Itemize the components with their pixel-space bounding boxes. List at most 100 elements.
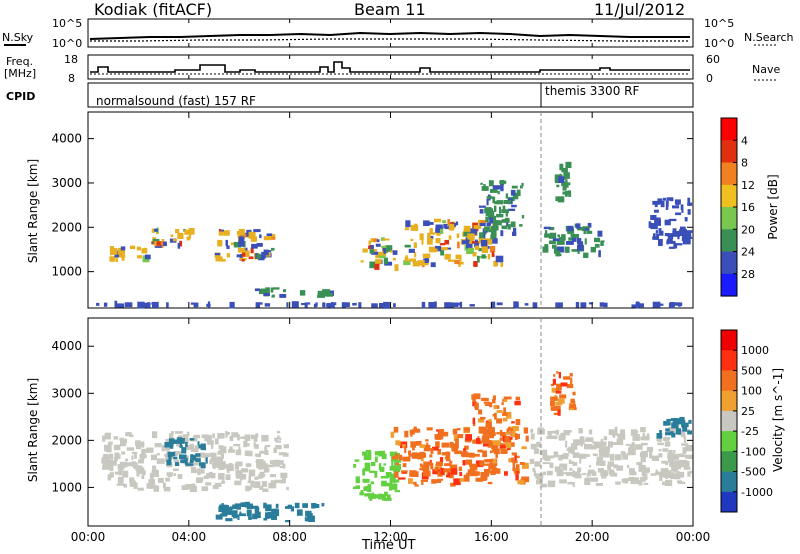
heatmap-cell [484,459,492,463]
heatmap-cell [479,223,486,227]
heatmap-cell [179,435,183,440]
station-title: Kodiak (fitACF) [94,0,213,19]
heatmap-cell [668,427,676,434]
heatmap-cell [279,437,282,440]
heatmap-cell [456,233,460,238]
heatmap-cell [491,399,496,404]
heatmap-cell [590,444,597,450]
heatmap-cell [501,209,509,214]
heatmap-cell [511,430,516,438]
colorbar-swatch [721,229,737,253]
heatmap-cell [563,172,570,179]
noise-tick-left-high: 10^5 [52,17,83,30]
heatmap-cell [119,437,124,441]
heatmap-cell [510,189,516,196]
heatmap-cell [489,450,493,454]
heatmap-cell [273,459,281,467]
heatmap-cell [133,482,138,489]
heatmap-cell [404,257,409,262]
heatmap-cell [463,474,470,482]
heatmap-cell [482,463,490,466]
heatmap-cell [627,479,632,482]
heatmap-cell [248,256,254,260]
heatmap-cell [580,439,583,447]
heatmap-cell [274,479,282,484]
heatmap-cell [139,454,147,459]
heatmap-cell [681,443,689,446]
heatmap-cell [643,482,649,485]
heatmap-cell [583,252,589,258]
heatmap-cell [436,232,441,236]
heatmap-cell [472,417,476,425]
heatmap-cell [489,402,493,408]
heatmap-cell [508,458,514,463]
heatmap-cell [496,410,503,413]
heatmap-cell [414,252,417,258]
heatmap-cell [117,476,124,484]
heatmap-cell [444,302,452,308]
heatmap-cell [636,462,643,465]
heatmap-cell [507,224,511,230]
colorbar-tick-label: 24 [741,246,755,259]
heatmap-cell [359,492,364,496]
heatmap-cell [352,303,357,306]
heatmap-cell [424,256,429,263]
heatmap-cell [158,241,164,248]
heatmap-cell [355,485,360,489]
heatmap-cell [607,461,615,467]
heatmap-cell [221,461,225,469]
heatmap-cell [676,243,683,246]
heatmap-cell [680,430,685,437]
heatmap-cell [163,241,167,247]
heatmap-cell [617,433,626,440]
heatmap-cell [240,475,243,481]
heatmap-cell [283,444,289,449]
heatmap-cell [639,452,642,457]
heatmap-cell [174,439,183,444]
heatmap-cell [131,461,137,467]
heatmap-cell [656,439,660,442]
heatmap-cell [225,518,233,522]
heatmap-cell [152,431,158,439]
heatmap-cell [250,247,254,254]
heatmap-cell [420,479,428,482]
heatmap-cell [607,464,611,471]
heatmap-cell [448,235,452,240]
heatmap-cell [584,228,589,231]
heatmap-cell [362,478,370,483]
heatmap-cell [681,236,690,241]
heatmap-cell [660,200,665,208]
heatmap-cell [413,242,417,248]
heatmap-cell [102,463,111,470]
heatmap-cell [256,453,261,458]
heatmap-cell [362,469,365,476]
heatmap-cell [603,451,610,458]
heatmap-cell [569,373,573,377]
heatmap-cell [488,180,494,187]
heatmap-cell [268,236,276,240]
velocity-regions [101,371,693,523]
heatmap-cell [262,488,269,492]
heatmap-cell [459,471,463,477]
x-axis-ticks: 00:00 04:00 08:00 12:00 16:00 20:00 00:00 [71,19,710,544]
heatmap-cell [152,465,157,470]
heatmap-cell [449,460,453,464]
colorbar-swatch [721,471,737,493]
heatmap-cell [102,456,110,464]
heatmap-cell [254,506,260,514]
heatmap-cell [136,246,141,251]
colorbar-swatch [721,251,737,275]
heatmap-cell [489,217,493,224]
heatmap-cell [437,448,441,455]
heatmap-cell [569,407,574,411]
heatmap-cell [168,433,174,440]
heatmap-cell [468,452,475,458]
heatmap-cell [134,453,137,459]
heatmap-cell [671,433,676,438]
colorbar-tick-label: -1000 [741,486,773,499]
heatmap-cell [165,477,170,482]
heatmap-cell [689,236,693,239]
heatmap-cell [566,471,574,476]
heatmap-cell [169,442,174,449]
heatmap-cell [496,418,503,424]
